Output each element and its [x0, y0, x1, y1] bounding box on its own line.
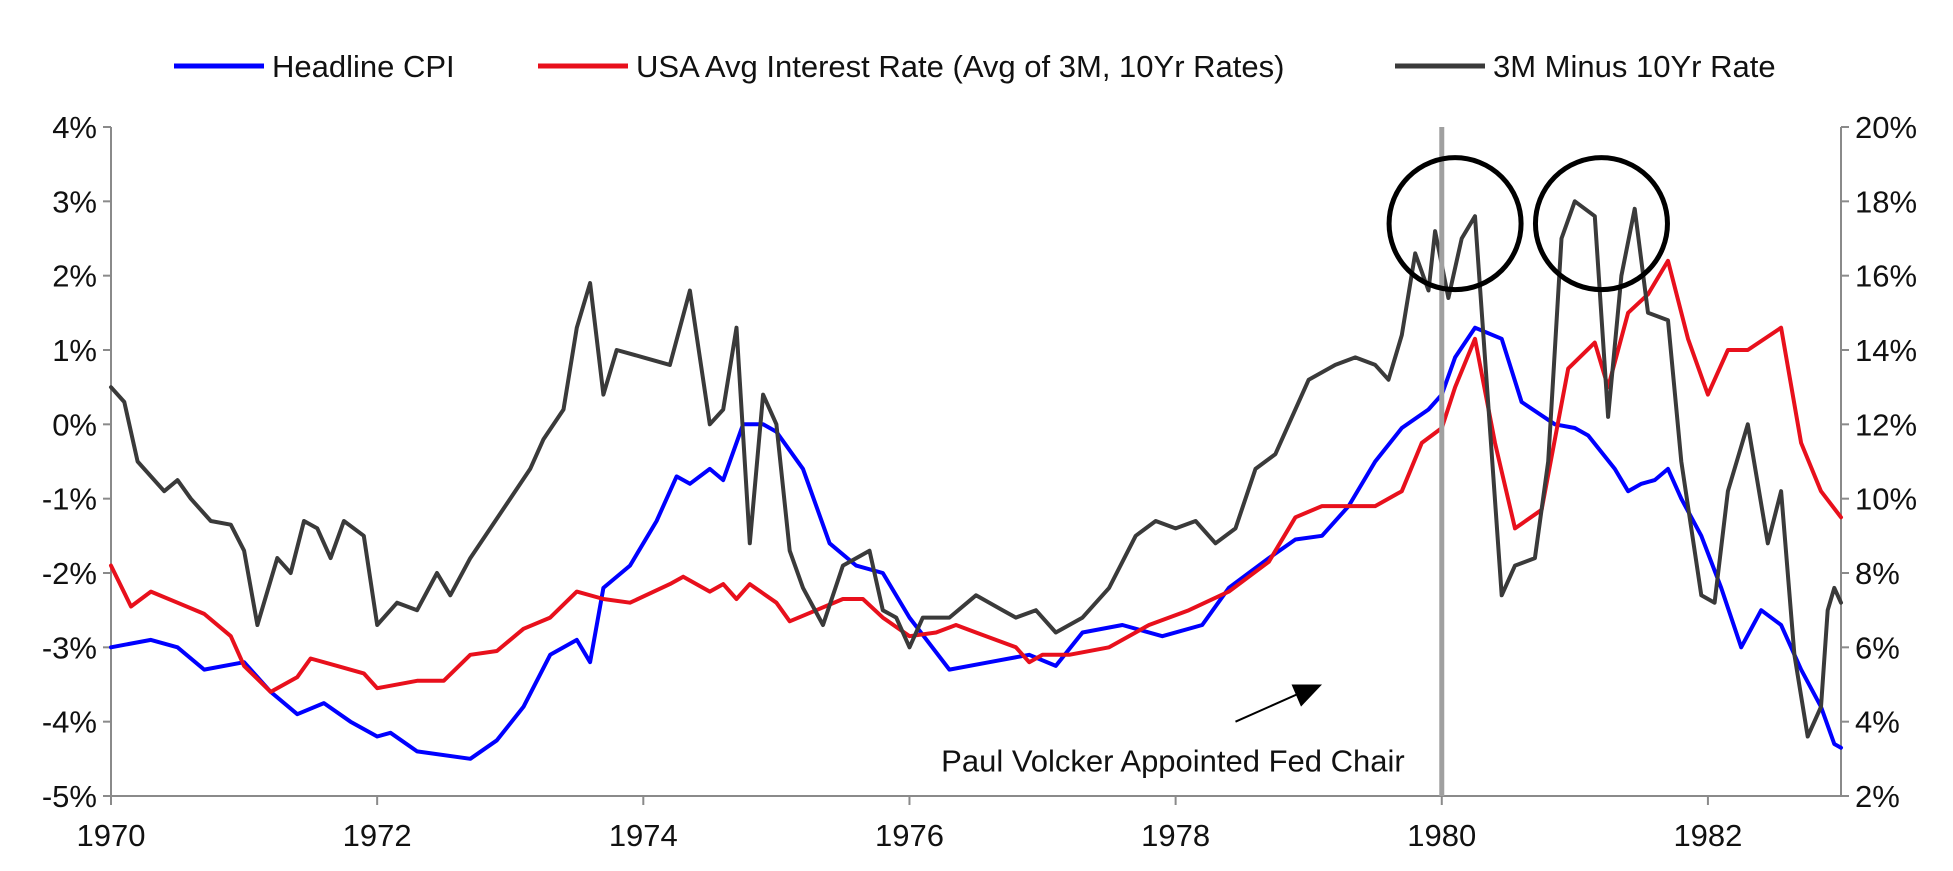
x-tick-label: 1970 — [77, 818, 146, 853]
x-tick-label: 1972 — [343, 818, 412, 853]
left-tick-label: -3% — [42, 630, 97, 665]
x-tick-label: 1974 — [609, 818, 678, 853]
left-tick-label: 3% — [52, 184, 97, 219]
left-tick-label: 1% — [52, 333, 97, 368]
left-tick-label: -2% — [42, 556, 97, 591]
left-tick-label: 2% — [52, 259, 97, 294]
right-tick-label: 12% — [1855, 407, 1917, 442]
highlight-circle — [1386, 155, 1524, 293]
right-tick-label: 18% — [1855, 184, 1917, 219]
legend-label-1: Headline CPI — [272, 49, 455, 84]
right-tick-label: 20% — [1855, 110, 1917, 145]
annotation-arrow-shaft — [1235, 688, 1309, 723]
right-tick-label: 4% — [1855, 705, 1900, 740]
right-tick-label: 16% — [1855, 259, 1917, 294]
right-tick-label: 10% — [1855, 482, 1917, 517]
left-tick-label: -1% — [42, 482, 97, 517]
series-layer — [109, 199, 1843, 761]
left-tick-label: 0% — [52, 407, 97, 442]
right-tick-label: 14% — [1855, 333, 1917, 368]
legend-label-3: 3M Minus 10Yr Rate — [1493, 49, 1776, 84]
left-tick-label: -4% — [42, 705, 97, 740]
left-tick-label: -5% — [42, 779, 97, 814]
series-line-2 — [109, 258, 1843, 694]
axes: 4% 3% 2% 1% 0% -1% -2% -3% -4% -5% 20% 18% 16% 14% 12%… — [42, 110, 1917, 853]
volcker-annotation-label: Paul Volcker Appointed Fed Chair — [941, 743, 1405, 778]
annotation-layer: Paul Volcker Appointed Fed Chair — [941, 127, 1670, 796]
x-tick-label: 1980 — [1407, 818, 1476, 853]
annotation-arrow-head — [1291, 684, 1322, 707]
x-tick-label: 1982 — [1673, 818, 1742, 853]
series-line-1 — [109, 325, 1843, 761]
legend: Headline CPI USA Avg Interest Rate (Avg o… — [174, 49, 1776, 84]
highlight-circle — [1532, 155, 1670, 293]
legend-label-2: USA Avg Interest Rate (Avg of 3M, 10Yr R… — [636, 49, 1284, 84]
right-tick-label: 2% — [1855, 779, 1900, 814]
left-tick-label: 4% — [52, 110, 97, 145]
series-line-3 — [109, 199, 1843, 739]
x-tick-label: 1978 — [1141, 818, 1210, 853]
right-tick-label: 6% — [1855, 630, 1900, 665]
right-tick-label: 8% — [1855, 556, 1900, 591]
x-tick-label: 1976 — [875, 818, 944, 853]
